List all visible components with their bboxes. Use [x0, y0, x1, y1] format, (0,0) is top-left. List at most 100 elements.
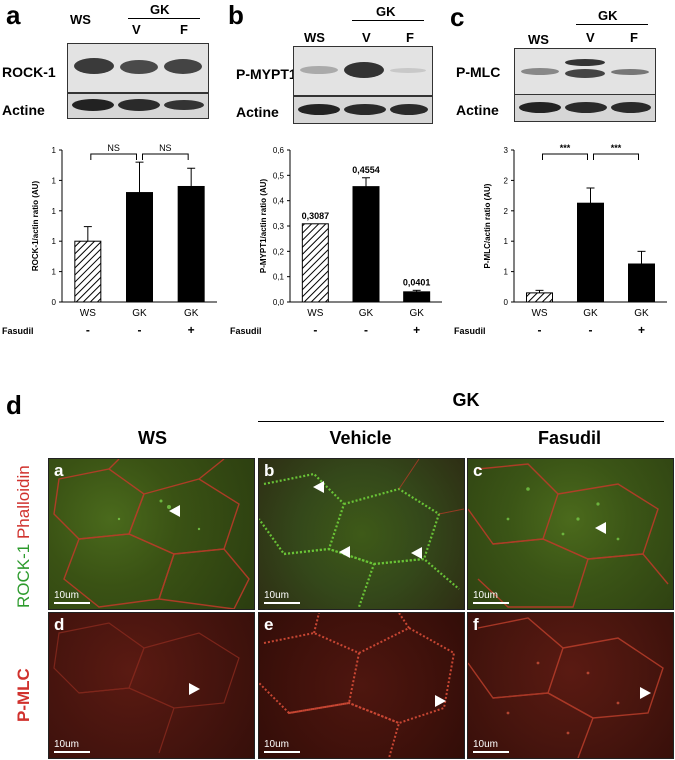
scale-label-b: 10um [264, 590, 290, 601]
header-v-c: V [586, 30, 595, 45]
header-v-b: V [362, 30, 371, 45]
chart-pmypt1: 0,0 0,1 0,2 0,3 0,4 0,5 0,6 P-MYPT1/actin ratio… [228, 130, 450, 345]
chart-pmlc: 0 1 1 2 2 3 P-MLC/actin ratio (AU) WS - GK - GK + Fas… [452, 130, 675, 345]
gk-group-line [258, 421, 664, 422]
y-axis-label: P-MYPT1/actin ratio (AU) [259, 179, 268, 274]
row-label-pmlc-micro: P-MLC [14, 668, 33, 722]
blot-actine-c [514, 94, 656, 122]
arrowhead-icon [640, 687, 651, 699]
column-title-vehicle: Vehicle [329, 428, 392, 448]
category-label: GK [359, 308, 374, 319]
scale-bar-b [264, 602, 300, 604]
y-tick-label: 1 [52, 176, 57, 185]
chart-rock1-svg: 0 1 1 1 1 1 ROCK-1/actin ratio (AU) WS - GK - GK + Fa… [2, 143, 217, 337]
category-label: GK [634, 308, 649, 319]
chart-rock1: 0 1 1 1 1 1 ROCK-1/actin ratio (AU) WS - GK - GK + Fa… [0, 130, 225, 345]
blot-actine-b [293, 96, 433, 124]
micro-tile-d: d 10um [48, 612, 255, 759]
scale-label-d: 10um [54, 739, 80, 750]
y-tick-label: 1 [52, 237, 57, 246]
scale-bar-f [473, 751, 509, 753]
bar [628, 263, 655, 303]
arrowhead-icon [411, 547, 422, 559]
fasudil-sign: - [364, 323, 368, 337]
category-label: GK [409, 308, 424, 319]
data-label: 0,0401 [403, 277, 431, 287]
y-axis-label: ROCK-1/actin ratio (AU) [31, 181, 40, 272]
gk-underline-b [352, 20, 424, 21]
y-tick-label: 0,0 [273, 298, 285, 307]
y-tick-label: 2 [504, 176, 509, 185]
chart-pmypt1-svg: 0,0 0,1 0,2 0,3 0,4 0,5 0,6 P-MYPT1/actin ratio… [230, 146, 442, 337]
arrowhead-icon [595, 522, 606, 534]
significance-label: *** [611, 143, 622, 153]
fasudil-sign: + [638, 323, 645, 337]
panel-letter-c: c [450, 2, 465, 32]
scale-bar-e [264, 751, 300, 753]
y-tick-label: 1 [52, 146, 57, 155]
category-label: GK [184, 308, 199, 319]
column-title-fasudil: Fasudil [537, 428, 601, 448]
panel-letter-d: d [6, 390, 22, 420]
data-label: 0,3087 [302, 211, 330, 221]
bar [403, 291, 431, 303]
significance-label: NS [107, 143, 120, 153]
arrowhead-icon [339, 546, 350, 558]
blot-rock1 [67, 43, 209, 93]
arrowhead-icon [313, 481, 324, 493]
scale-bar-c [473, 602, 509, 604]
fasudil-sign: - [313, 323, 317, 337]
blot-pmypt1 [293, 46, 433, 96]
fasudil-sign: + [188, 323, 195, 337]
panel-letter-a: a [6, 0, 21, 30]
category-label: GK [583, 308, 598, 319]
row-label-actine-c: Actine [456, 102, 499, 118]
row-label-actine-a: Actine [2, 102, 45, 118]
header-v: V [132, 22, 141, 37]
blot-actine-a [67, 93, 209, 119]
column-title-ws: WS [138, 428, 167, 448]
fasudil-sign: - [86, 323, 90, 337]
row-label-pmlc: P-MLC [456, 64, 501, 80]
header-gk-b: GK [376, 4, 396, 19]
y-tick-label: 0,2 [273, 247, 285, 256]
significance-label: *** [560, 143, 571, 153]
scale-label-a: 10um [54, 590, 80, 601]
cell-borders-e [259, 613, 456, 758]
y-tick-label: 0,6 [273, 146, 285, 155]
bar [177, 185, 205, 303]
arrowhead-icon [189, 683, 200, 695]
cell-borders-b [259, 459, 464, 608]
y-tick-label: 0,1 [273, 273, 285, 282]
fasudil-label: Fasudil [454, 326, 486, 336]
scale-label-e: 10um [264, 739, 290, 750]
significance-bracket [90, 153, 137, 160]
y-tick-label: 1 [52, 207, 57, 216]
category-label: WS [80, 308, 96, 319]
header-ws: WS [70, 12, 91, 27]
y-tick-label: 1 [504, 237, 509, 246]
arrowhead-icon [169, 505, 180, 517]
scale-bar-a [54, 602, 90, 604]
y-axis-label: P-MLC/actin ratio (AU) [483, 183, 492, 268]
header-gk: GK [150, 2, 170, 17]
panel-letter-b: b [228, 0, 244, 30]
bar [126, 192, 153, 303]
header-ws-c: WS [528, 32, 549, 47]
chart-pmlc-svg: 0 1 1 2 2 3 P-MLC/actin ratio (AU) WS - GK - GK + Fas… [454, 143, 667, 337]
y-tick-label: 1 [504, 268, 509, 277]
row-label-pmypt1: P-MYPT1 [236, 66, 297, 82]
row-label-rock1: ROCK-1 [2, 64, 56, 80]
tile-letter-c: c [473, 461, 483, 480]
row-label-pmlc-micro-box: P-MLC [2, 612, 46, 757]
bar [74, 240, 102, 303]
cell-borders-d [53, 622, 240, 754]
scale-bar-d [54, 751, 90, 753]
significance-bracket [142, 153, 189, 160]
tile-letter-a: a [54, 461, 64, 480]
row-label-actine-b: Actine [236, 104, 279, 120]
bar [577, 202, 604, 303]
y-tick-label: 2 [504, 207, 509, 216]
micro-tile-f: f 10um [467, 612, 674, 759]
group-label-gk: GK [452, 390, 480, 410]
